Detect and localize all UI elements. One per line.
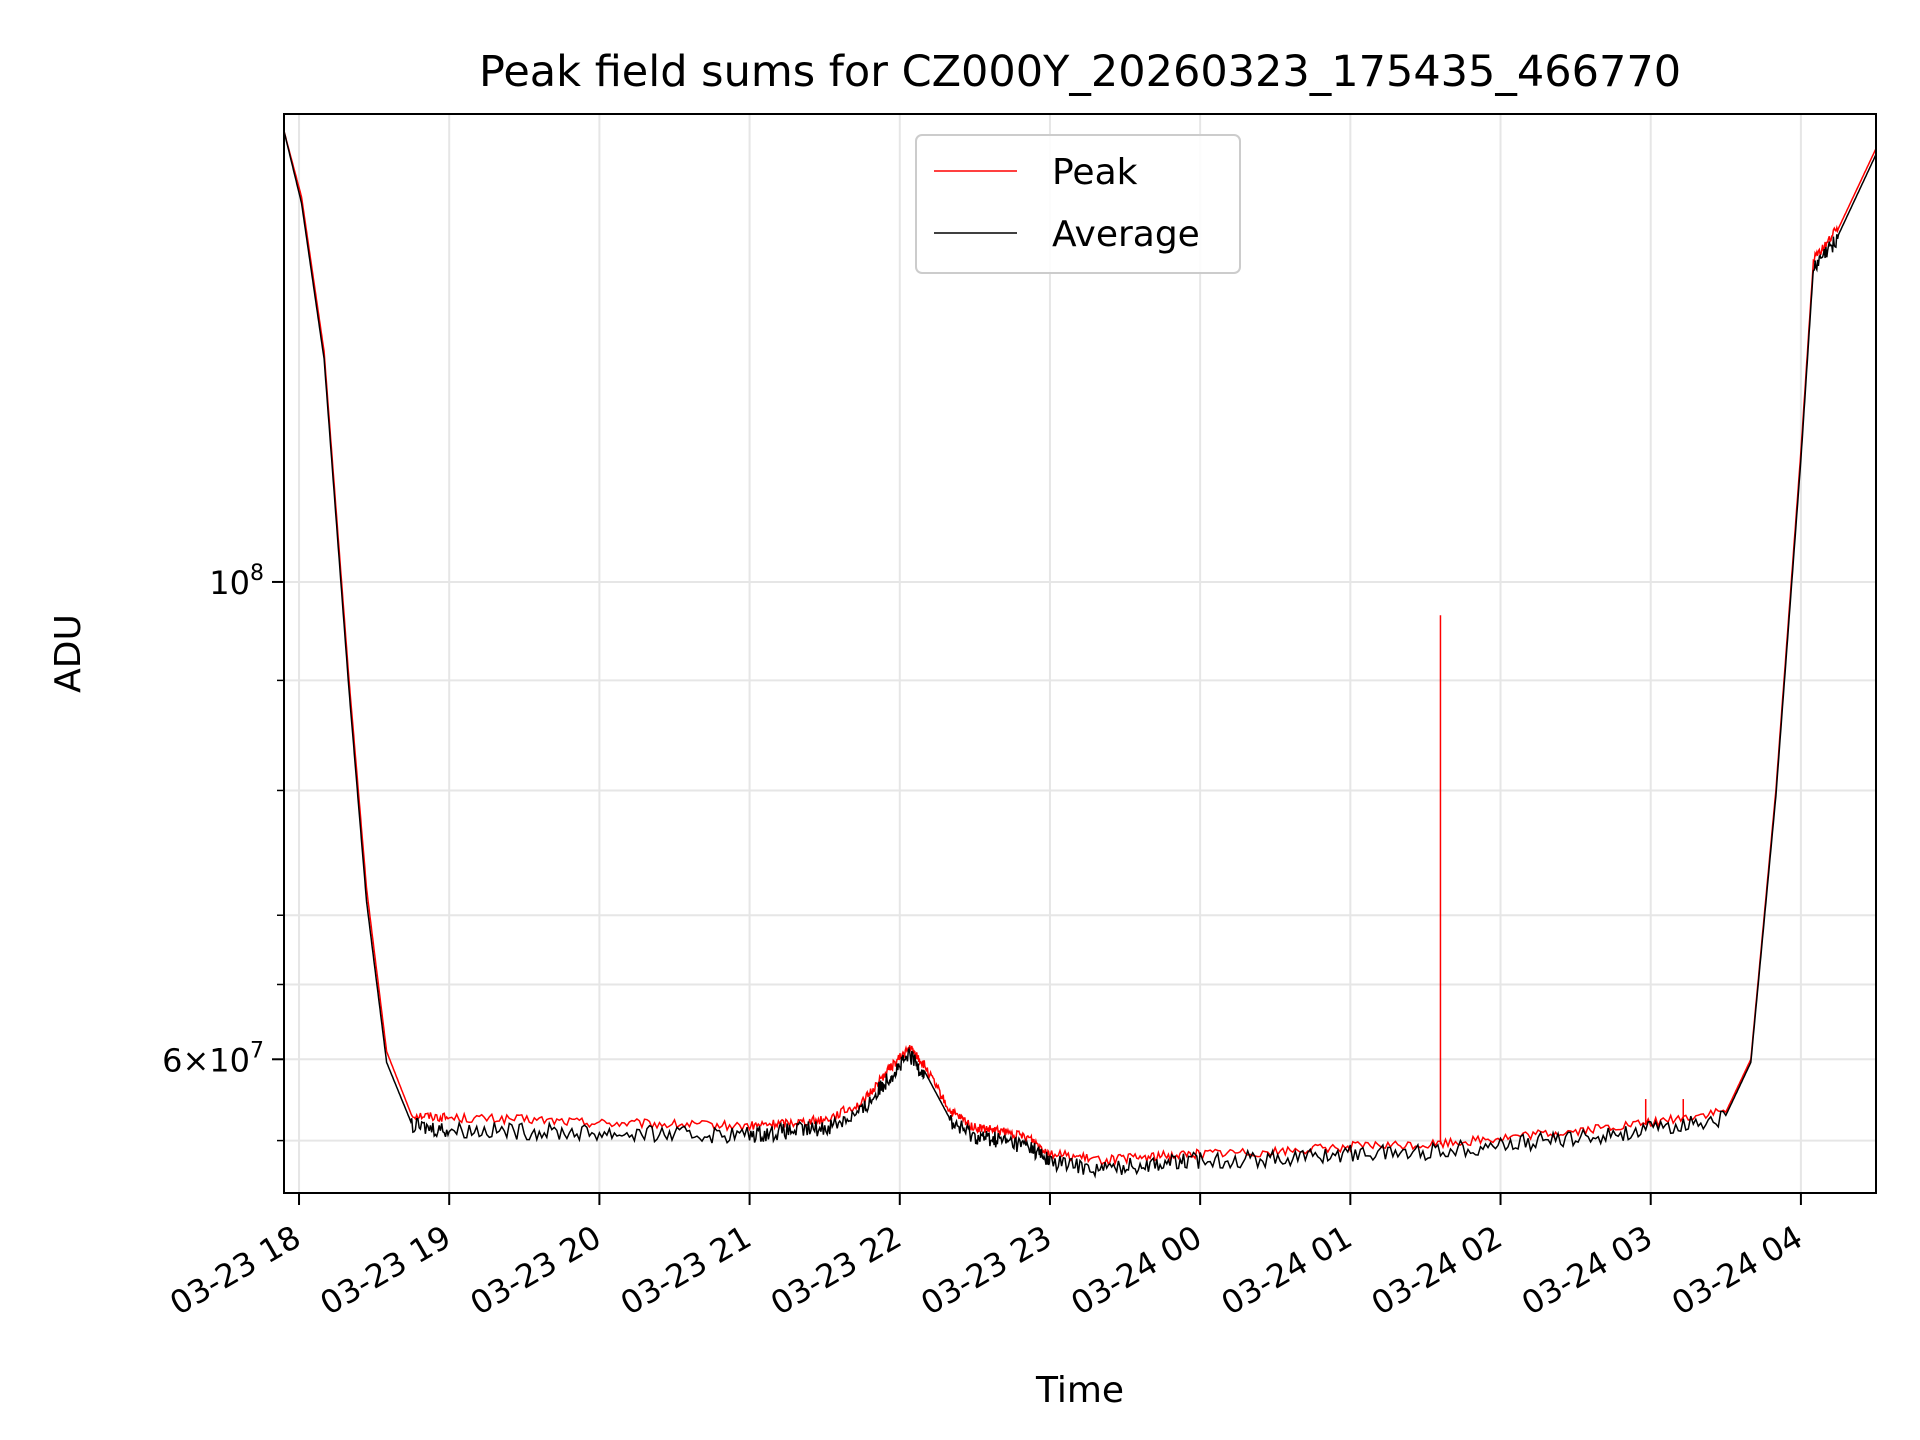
y-axis-label: ADU: [48, 614, 89, 693]
legend-box: [915, 134, 1241, 274]
chart-title: Peak field sums for CZ000Y_20260323_1754…: [479, 47, 1681, 97]
plot-frame: [283, 113, 1877, 1194]
grid: [284, 114, 1876, 1193]
x-tick-label: 03-23 22: [764, 1218, 908, 1323]
legend: Peak Average: [915, 134, 1241, 274]
x-tick-label: 03-24 01: [1215, 1218, 1359, 1323]
series-line-peak: [283, 130, 1877, 1167]
x-tick-label: 03-23 20: [464, 1218, 608, 1323]
x-tick-label: 03-23 19: [314, 1218, 458, 1323]
x-tick-label: 03-23 18: [163, 1218, 307, 1323]
x-tick-label: 03-24 04: [1665, 1218, 1809, 1323]
y-tick-label: 6×107: [162, 1038, 264, 1079]
series-line-average: [283, 130, 1877, 1179]
x-tick-label: 03-24 02: [1365, 1218, 1509, 1323]
y-tick-label: 108: [209, 561, 264, 602]
x-tick-label: 03-23 21: [614, 1218, 758, 1323]
legend-label-peak: Peak: [1052, 152, 1138, 193]
ticks: 03-23 18 03-23 19 03-23 20 03-23 21 03-23 22…: [162, 561, 1809, 1323]
x-axis-label: Time: [1035, 1370, 1124, 1411]
x-tick-label: 03-24 00: [1065, 1218, 1209, 1323]
legend-label-average: Average: [1052, 214, 1200, 255]
series-layer: [283, 130, 1877, 1179]
x-tick-label: 03-23 23: [914, 1218, 1058, 1323]
x-tick-label: 03-24 03: [1515, 1218, 1659, 1323]
